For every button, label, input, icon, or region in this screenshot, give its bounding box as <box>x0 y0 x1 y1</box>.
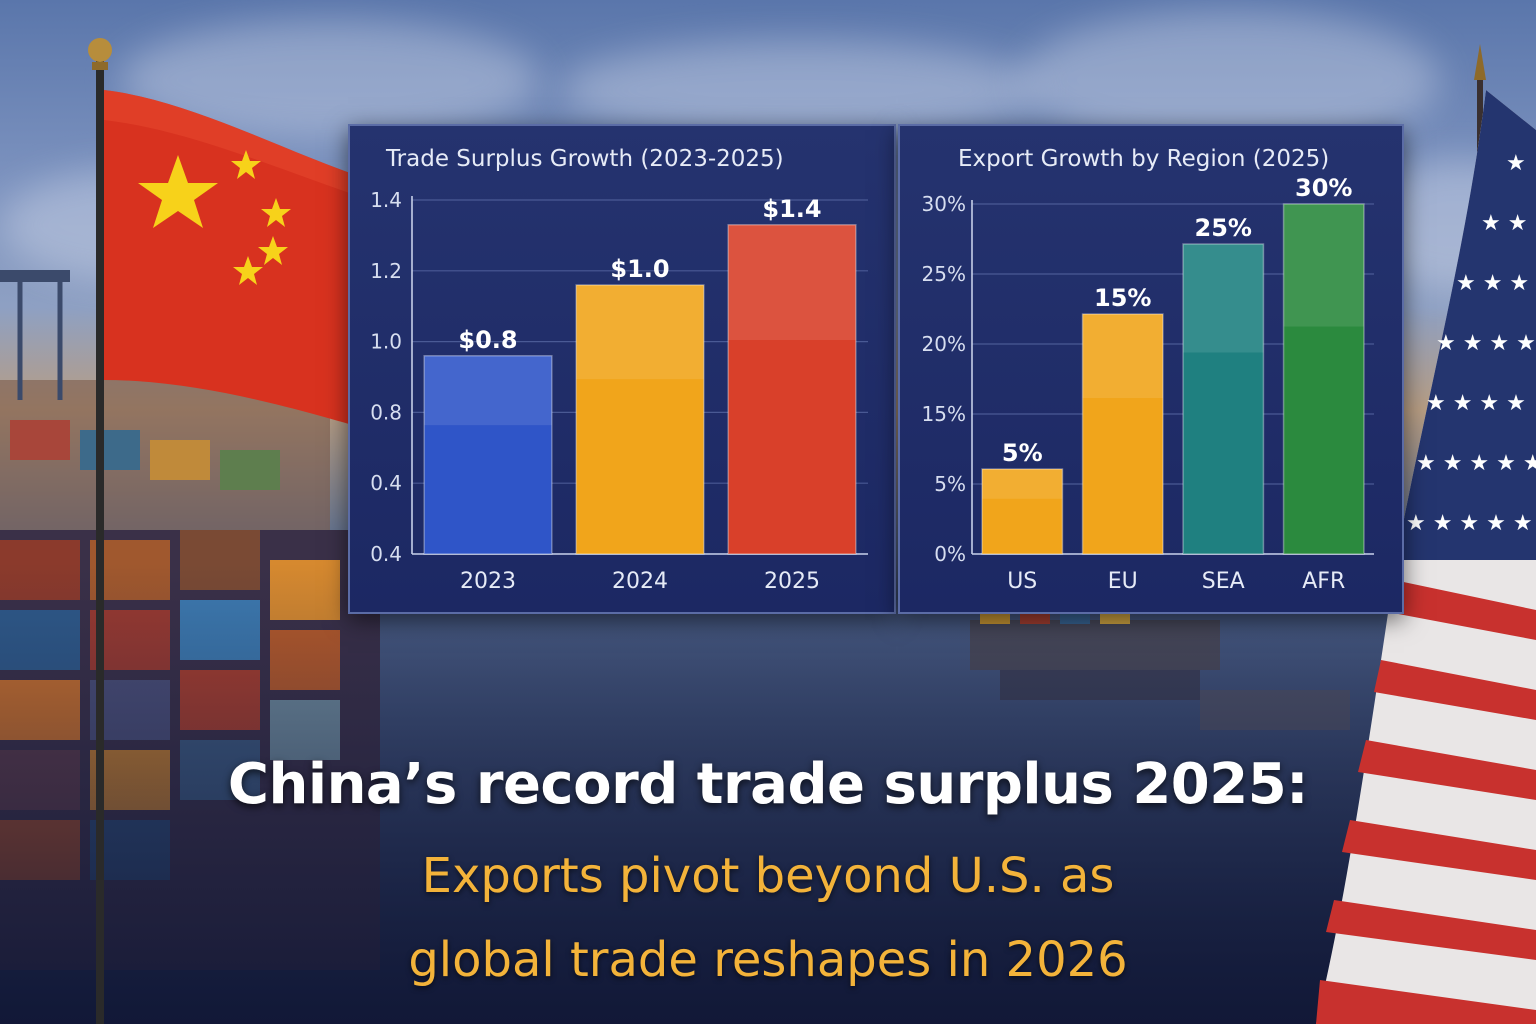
headline-title: China’s record trade surplus 2025: <box>227 752 1309 817</box>
bar <box>575 284 705 555</box>
bar-group <box>1282 203 1365 555</box>
svg-text:★ ★ ★ ★: ★ ★ ★ ★ <box>1436 331 1536 356</box>
chart-title: Export Growth by Region (2025) <box>958 146 1330 172</box>
y-tick-label: 0.4 <box>370 471 402 495</box>
x-category-label: SEA <box>1202 569 1245 594</box>
bar-highlight <box>424 355 552 426</box>
bar-group <box>575 284 705 555</box>
y-tick-label: 20% <box>922 332 966 356</box>
y-tick-label: 30% <box>922 192 966 216</box>
flag-star-small <box>233 256 263 285</box>
bar-group <box>1182 243 1265 555</box>
us-flag: ★ ★ ★ ★ ★ ★ ★ ★ ★ ★ ★ ★ ★ ★ ★ ★ ★ ★ ★ ★ … <box>1316 44 1536 1024</box>
trade-surplus-chart-panel: Trade Surplus Growth (2023-2025) 1.4 1.2 1… <box>348 124 896 614</box>
x-category-label: 2025 <box>764 569 820 594</box>
y-tick-label: 0% <box>934 542 966 566</box>
data-label: 15% <box>1094 284 1151 312</box>
data-label: $0.8 <box>458 326 517 354</box>
data-label: 25% <box>1195 214 1252 242</box>
flag-star-large <box>138 155 218 228</box>
bar <box>981 468 1064 555</box>
bar <box>1282 203 1365 555</box>
bar-highlight <box>982 469 1063 499</box>
bar-group <box>981 468 1064 555</box>
bar <box>423 355 553 555</box>
bar <box>1182 243 1265 555</box>
chart-title: Trade Surplus Growth (2023-2025) <box>386 146 784 172</box>
flag-pole <box>96 60 104 1024</box>
us-flag-cloth: ★ ★ ★ ★ ★ ★ ★ ★ ★ ★ ★ ★ ★ ★ ★ ★ ★ ★ ★ ★ … <box>1316 90 1536 1024</box>
flag-star-small <box>258 236 288 265</box>
y-tick-label: 1.4 <box>370 188 402 212</box>
bar-highlight <box>1183 244 1264 353</box>
us-flag-canton <box>1396 90 1536 560</box>
y-tick-label: 25% <box>922 262 966 286</box>
x-category-label: 2024 <box>612 569 668 594</box>
svg-text:★ ★: ★ ★ <box>1481 211 1527 236</box>
bar-highlight <box>728 224 856 341</box>
china-flag <box>88 38 370 1024</box>
bar-group <box>727 224 857 555</box>
flag-star-small <box>261 198 291 227</box>
trade-surplus-chart: 1.4 1.2 1.0 0.8 0.4 0.4 $0.8 2023 $1.0 2024 $1.4 20… <box>370 188 868 594</box>
data-label: 30% <box>1295 174 1352 202</box>
x-category-label: EU <box>1108 569 1138 594</box>
y-tick-label: 0.4 <box>370 542 402 566</box>
bar-group <box>1081 313 1164 555</box>
x-category-label: AFR <box>1302 569 1345 594</box>
bar-highlight <box>1283 204 1364 327</box>
bar <box>727 224 857 555</box>
headline-subtitle-line-2: global trade reshapes in 2026 <box>408 932 1128 988</box>
y-tick-label: 1.2 <box>370 259 402 283</box>
x-category-label: US <box>1007 569 1037 594</box>
export-growth-chart: 30% 25% 20% 15% 5% 0% 5% US 15% EU 25% SEA 30% AFR <box>922 174 1374 594</box>
svg-text:★: ★ <box>1506 151 1526 176</box>
export-growth-chart-panel: Export Growth by Region (2025) 30% 25% 20%… <box>898 124 1404 614</box>
bar-group <box>423 355 553 555</box>
svg-text:★ ★ ★ ★: ★ ★ ★ ★ <box>1426 391 1526 416</box>
svg-text:★ ★ ★: ★ ★ ★ <box>1456 271 1529 296</box>
bar-highlight <box>576 284 704 380</box>
bar-highlight <box>1082 314 1163 398</box>
y-tick-label: 1.0 <box>370 330 402 354</box>
svg-text:★ ★ ★ ★ ★: ★ ★ ★ ★ ★ <box>1416 451 1536 476</box>
data-label: $1.4 <box>762 195 821 223</box>
flag-star-small <box>231 150 261 179</box>
y-tick-label: 0.8 <box>370 400 402 424</box>
data-label: 5% <box>1002 439 1043 467</box>
flag-pole-finial <box>1474 44 1486 80</box>
y-tick-label: 5% <box>934 472 966 496</box>
svg-text:★ ★ ★ ★ ★: ★ ★ ★ ★ ★ <box>1406 511 1533 536</box>
flag-pole-finial <box>88 38 112 62</box>
data-label: $1.0 <box>610 255 669 283</box>
headline-subtitle-line-1: Exports pivot beyond U.S. as <box>421 848 1115 904</box>
x-category-label: 2023 <box>460 569 516 594</box>
y-tick-label: 15% <box>922 402 966 426</box>
bar <box>1081 313 1164 555</box>
